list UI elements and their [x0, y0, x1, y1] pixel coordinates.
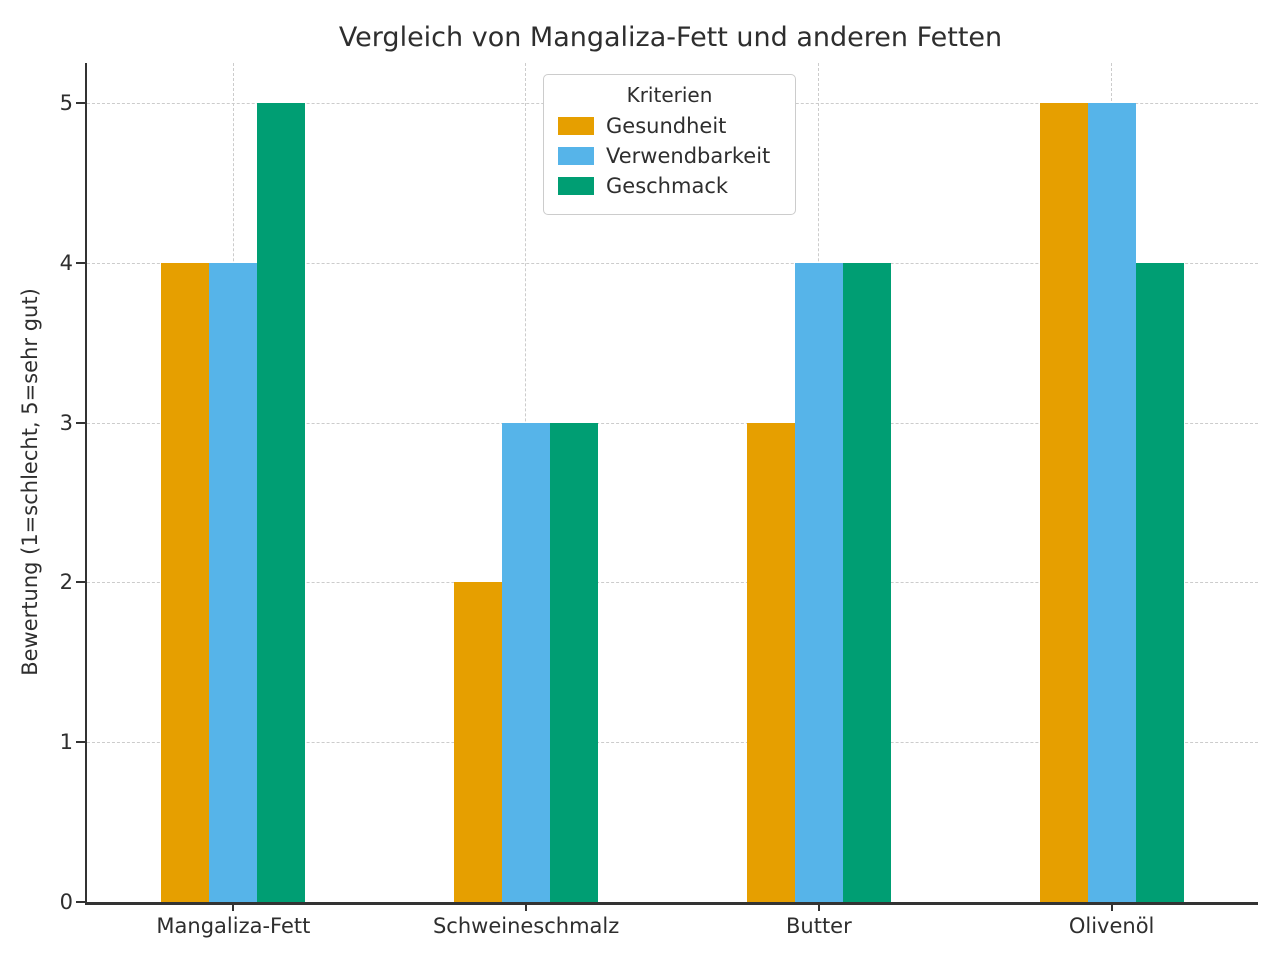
gridline-y-1 — [87, 742, 1258, 744]
legend-title: Kriterien — [626, 83, 713, 107]
y-tick-mark — [76, 741, 85, 744]
y-tick-mark — [76, 581, 85, 584]
bar-verwendbarkeit-0 — [209, 262, 258, 902]
y-tick-mark — [76, 101, 85, 104]
bar-gesundheit-0 — [161, 262, 210, 902]
bar-gesundheit-1 — [454, 582, 503, 902]
y-tick-label: 1 — [59, 730, 73, 755]
y-tick-label: 0 — [59, 890, 73, 914]
y-tick-mark — [76, 421, 85, 424]
x-tick-label: Schweineschmalz — [432, 914, 620, 938]
legend-swatch-gesundheit — [558, 117, 594, 135]
bar-geschmack-0 — [257, 102, 306, 902]
legend-swatch-geschmack — [558, 177, 594, 195]
x-tick-label: Butter — [786, 914, 852, 938]
y-tick-label: 5 — [59, 90, 73, 115]
bar-gesundheit-2 — [746, 422, 795, 902]
legend-item-verwendbarkeit: Verwendbarkeit — [558, 144, 783, 168]
y-tick-mark — [76, 261, 85, 264]
y-tick-label: 4 — [59, 250, 73, 275]
x-tick-mark — [1110, 902, 1113, 911]
legend-label: Verwendbarkeit — [606, 144, 771, 168]
bar-geschmack-2 — [842, 262, 891, 902]
chart-title: Vergleich von Mangaliza-Fett und anderen… — [338, 22, 1003, 53]
legend-swatch-verwendbarkeit — [558, 147, 594, 165]
legend-label: Gesundheit — [606, 114, 727, 138]
x-tick-mark — [232, 902, 235, 911]
x-tick-label: Olivenöl — [1068, 914, 1155, 938]
bar-geschmack-3 — [1135, 262, 1184, 902]
bar-geschmack-1 — [550, 422, 599, 902]
legend-label: Geschmack — [606, 174, 729, 198]
bar-verwendbarkeit-2 — [794, 262, 843, 902]
y-tick-label: 2 — [59, 570, 73, 595]
bar-verwendbarkeit-1 — [502, 422, 551, 902]
x-tick-mark — [817, 902, 820, 911]
gridline-y-4 — [87, 262, 1258, 264]
y-tick-mark — [76, 901, 85, 903]
gridline-y-3 — [87, 422, 1258, 424]
gridline-y-2 — [87, 582, 1258, 584]
x-tick-mark — [525, 902, 528, 911]
y-tick-label: 3 — [59, 410, 73, 435]
y-axis-label: Bewertung (1=schlecht, 5=sehr gut) — [18, 288, 42, 676]
legend-item-gesundheit: Gesundheit — [558, 114, 783, 138]
bar-gesundheit-3 — [1039, 102, 1088, 902]
legend: Kriterien Gesundheit Verwendbarkeit Gesc… — [543, 74, 796, 215]
plot-area: 0 1 2 3 4 5 Mangaliza-Fett Schweineschmalz Butte… — [60, 63, 1258, 938]
legend-item-geschmack: Geschmack — [558, 174, 783, 198]
bar-verwendbarkeit-3 — [1087, 102, 1136, 902]
x-tick-label: Mangaliza-Fett — [156, 914, 311, 938]
